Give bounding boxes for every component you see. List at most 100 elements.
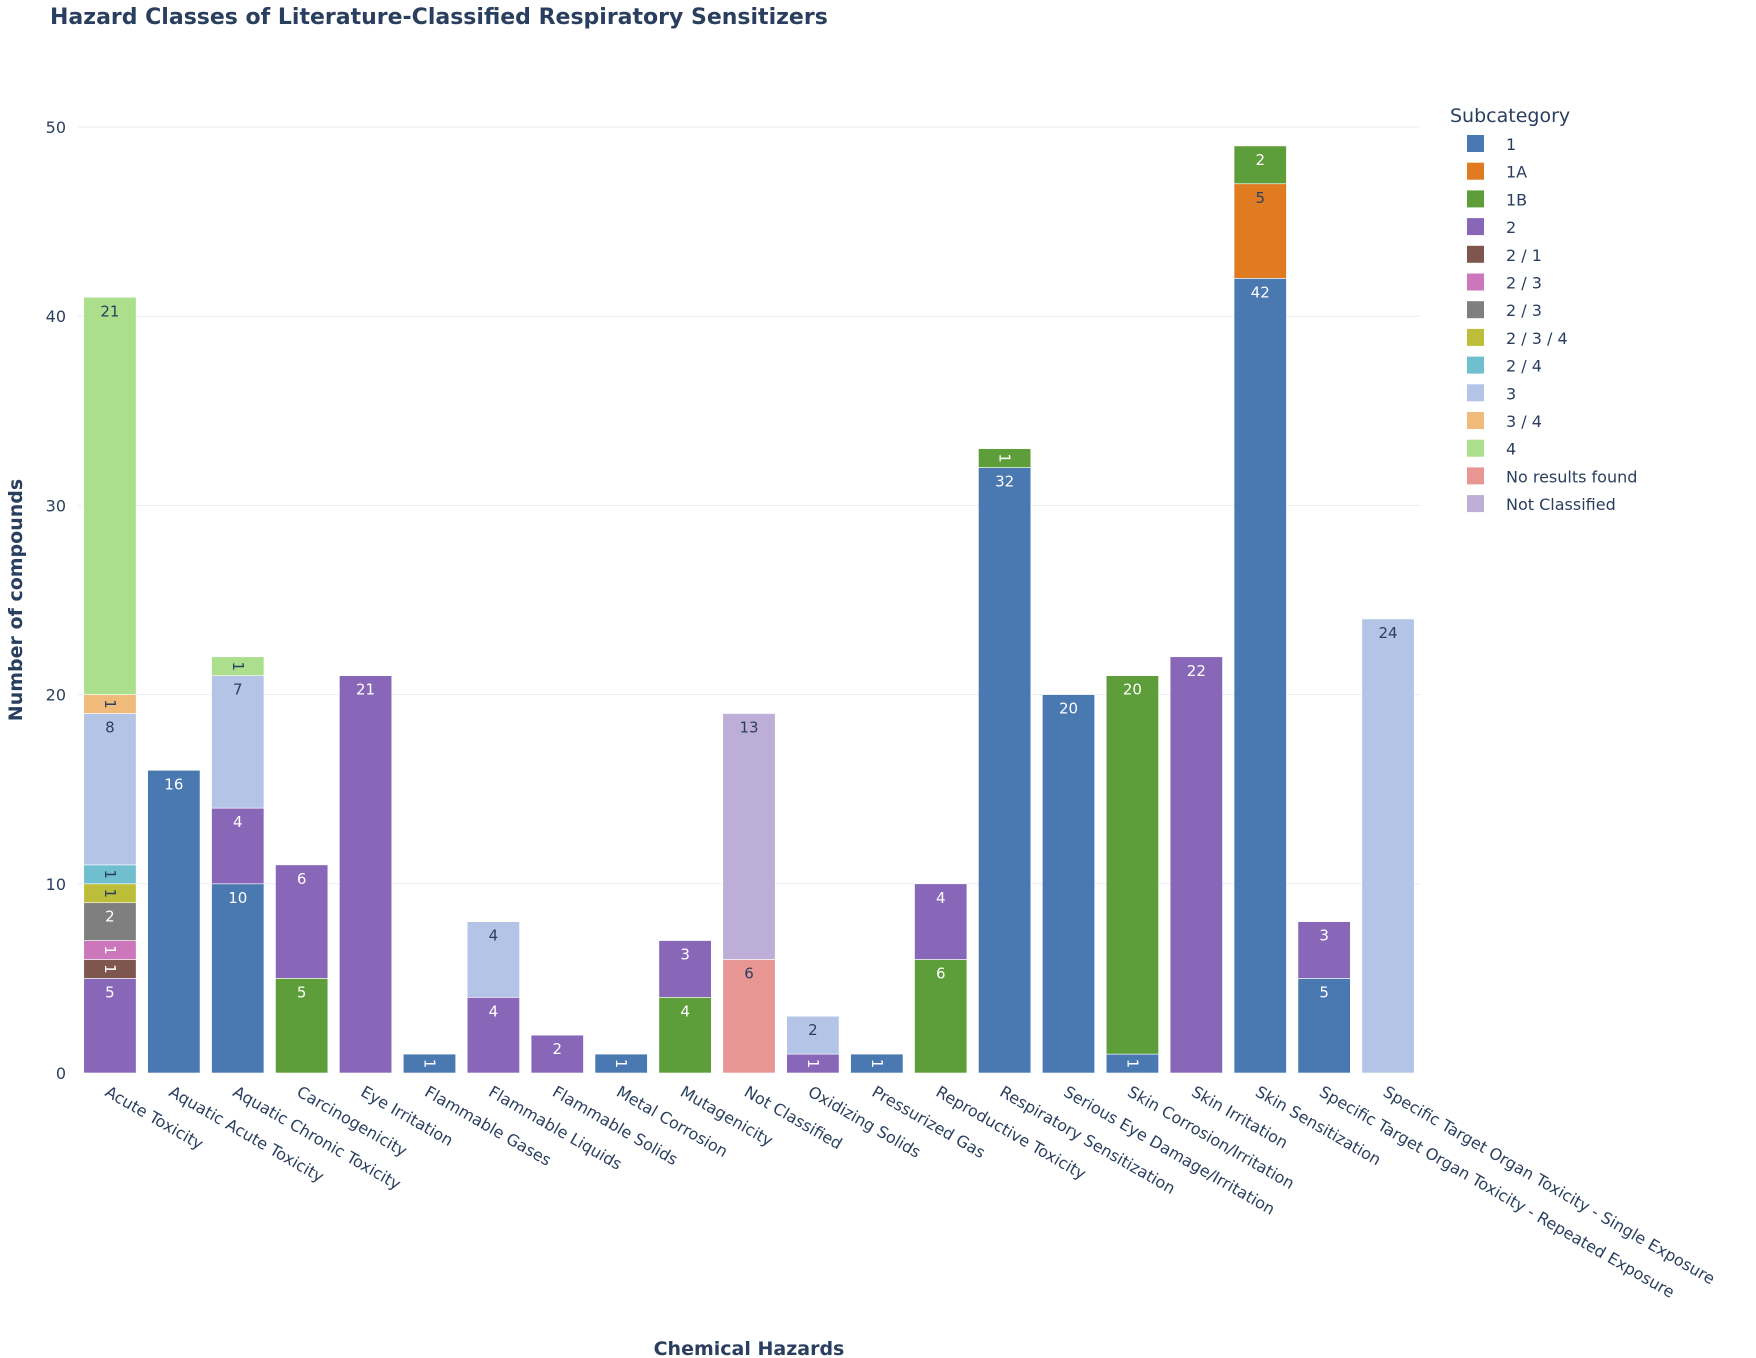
legend-swatch — [1467, 384, 1484, 402]
bar-segment — [1042, 694, 1096, 1074]
legend-swatch — [1467, 135, 1484, 152]
legend-swatch — [1467, 328, 1484, 346]
legend-swatch — [1467, 467, 1484, 485]
y-axis-title: Number of compounds — [5, 479, 27, 721]
legend-item-label: 1B — [1506, 190, 1527, 209]
data-label: 1 — [1123, 1059, 1141, 1069]
bar-segment — [83, 978, 137, 1074]
data-label: 1 — [101, 870, 119, 880]
legend-swatch — [1467, 218, 1484, 236]
data-label: 22 — [1187, 662, 1206, 680]
bar-segment — [722, 713, 776, 960]
chart-title: Hazard Classes of Literature-Classified … — [50, 5, 828, 30]
data-label: 4 — [489, 1002, 499, 1020]
bar-segment — [83, 713, 137, 866]
x-axis-title: Chemical Hazards — [654, 1338, 845, 1358]
bars: 5112118121161047156211442143613121643212… — [83, 145, 1415, 1074]
bar-segment — [722, 959, 776, 1074]
bar-segment — [850, 1053, 904, 1074]
legend: Subcategory 1 1A 1B 2 2 / 1 2 / 3 2 / 3 2 / 3 /… — [1450, 105, 1637, 514]
legend-swatch — [1467, 245, 1484, 263]
bar-segment — [83, 296, 137, 695]
data-label: 13 — [739, 719, 758, 737]
legend-item-label: 2 / 4 — [1506, 357, 1542, 376]
legend-swatch — [1467, 162, 1484, 180]
legend-swatch — [1467, 190, 1484, 208]
x-tick-label: Oxidizing Solids — [805, 1082, 924, 1162]
data-label: 2 — [1255, 151, 1265, 169]
y-tick-label: 10 — [46, 875, 66, 894]
legend-item-label: 2 / 1 — [1506, 246, 1542, 265]
legend-swatch — [1467, 439, 1484, 457]
x-tick-label: Specific Target Organ Toxicity - Repeate… — [1316, 1082, 1678, 1302]
bar-segment — [530, 1034, 584, 1074]
data-label: 1 — [868, 1059, 886, 1069]
y-tick-label: 20 — [46, 686, 66, 705]
bar-segment — [83, 902, 137, 941]
data-label: 5 — [1255, 189, 1265, 207]
data-label: 1 — [101, 945, 119, 955]
legend-item-label: 1A — [1506, 163, 1527, 182]
legend-item-label: 2 — [1506, 218, 1516, 237]
legend-swatch — [1467, 301, 1484, 319]
data-label: 1 — [101, 699, 119, 709]
bar-segment — [786, 1015, 840, 1055]
data-label: 5 — [297, 983, 307, 1001]
bar-segment — [275, 864, 329, 979]
legend-swatch — [1467, 495, 1484, 513]
legend-item-label: 3 / 4 — [1506, 412, 1542, 431]
legend-item-label: 1 — [1506, 135, 1516, 154]
data-label: 16 — [164, 775, 183, 793]
data-label: 8 — [105, 719, 115, 737]
data-label: 1 — [420, 1059, 438, 1069]
data-label: 21 — [100, 302, 119, 320]
data-label: 1 — [996, 453, 1014, 463]
data-label: 4 — [489, 927, 499, 945]
data-label: 1 — [612, 1059, 630, 1069]
data-label: 4 — [936, 889, 946, 907]
bar-segment — [147, 769, 201, 1074]
bar-segment — [466, 921, 520, 998]
data-label: 6 — [297, 870, 307, 888]
data-label: 24 — [1379, 624, 1398, 642]
data-label: 6 — [744, 964, 754, 982]
y-tick-label: 50 — [46, 118, 66, 137]
data-label: 1 — [229, 661, 247, 671]
bar-segment — [1105, 675, 1159, 1055]
bar-segment — [978, 467, 1032, 1074]
data-label: 3 — [680, 946, 690, 964]
data-label: 3 — [1319, 927, 1329, 945]
data-label: 1 — [101, 964, 119, 974]
bar-segment — [1297, 978, 1351, 1074]
data-label: 2 — [553, 1040, 563, 1058]
bar-segment — [1233, 278, 1287, 1074]
data-label: 2 — [105, 908, 115, 926]
y-tick-label: 0 — [56, 1064, 66, 1083]
bar-segment — [211, 656, 265, 676]
x-tick-label: Pressurized Gas — [869, 1082, 989, 1162]
data-label: 2 — [808, 1021, 818, 1039]
legend-swatch — [1467, 273, 1484, 291]
data-label: 1 — [101, 888, 119, 898]
bar-segment — [658, 997, 712, 1074]
bar-segment — [211, 675, 265, 809]
bar-segment — [914, 959, 968, 1074]
legend-swatch — [1467, 412, 1484, 429]
data-label: 5 — [105, 983, 115, 1001]
y-tick-label: 40 — [46, 307, 66, 326]
data-label: 21 — [356, 681, 375, 699]
data-label: 10 — [228, 889, 247, 907]
bar-segment — [1297, 921, 1351, 979]
bar-segment — [1233, 145, 1287, 185]
legend-title: Subcategory — [1450, 105, 1570, 127]
legend-item-label: Not Classified — [1506, 495, 1616, 514]
data-label: 4 — [233, 813, 243, 831]
legend-item-label: 2 / 3 — [1506, 274, 1542, 293]
data-label: 20 — [1059, 700, 1078, 718]
data-label: 4 — [680, 1002, 690, 1020]
data-label: 7 — [233, 681, 243, 699]
bar-segment — [1169, 656, 1223, 1074]
data-label: 42 — [1251, 283, 1270, 301]
